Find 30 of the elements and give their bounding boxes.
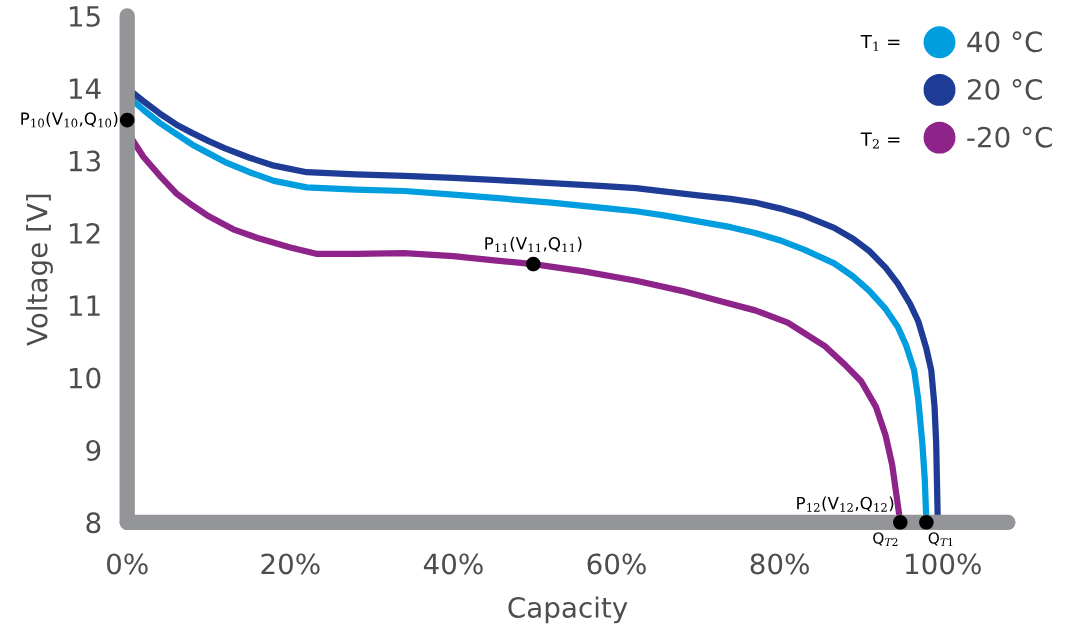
- legend-label: 20 °C: [967, 79, 1042, 101]
- x-tick-label: 0%: [107, 553, 148, 575]
- point: [526, 256, 541, 272]
- y-tick-label: 12: [69, 222, 100, 244]
- x-tick-label: 80%: [750, 553, 809, 575]
- annotation: Q$_{T2}$: [873, 532, 898, 546]
- y-tick-label: 14: [69, 78, 101, 99]
- annotation: P$_{11}$(V$_{11}$,Q$_{11}$): [485, 236, 582, 253]
- y-tick-label: 13: [69, 150, 100, 172]
- y-tick-label: 15: [69, 6, 100, 27]
- y-tick-label: 8: [86, 512, 101, 534]
- annotation: T$_{1}$ =: [860, 34, 900, 51]
- point: [893, 515, 908, 530]
- annotation: Q$_{T1}$: [928, 532, 953, 546]
- y-tick-label: 9: [86, 439, 101, 461]
- y-tick-label: 10: [69, 367, 101, 389]
- legend-label: 40 °C: [967, 31, 1042, 53]
- x-axis-title: Capacity: [508, 596, 628, 624]
- x-tick-label: 20%: [261, 553, 320, 575]
- point: [919, 515, 934, 530]
- y-axis-title: Voltage [V]: [26, 194, 53, 346]
- x-tick-label: 40%: [423, 553, 483, 575]
- y-tick-label: 11: [69, 295, 100, 316]
- point: [119, 112, 135, 128]
- annotation: P$_{10}$(V$_{10}$,Q$_{10}$): [21, 112, 118, 128]
- annotation: P$_{12}$(V$_{12}$,Q$_{12}$): [797, 496, 894, 512]
- x-tick-label: 100%: [906, 553, 981, 575]
- annotation: T$_{2}$ =: [860, 132, 900, 149]
- legend-label: -20 °C: [967, 126, 1052, 148]
- x-tick-label: 60%: [587, 553, 646, 575]
